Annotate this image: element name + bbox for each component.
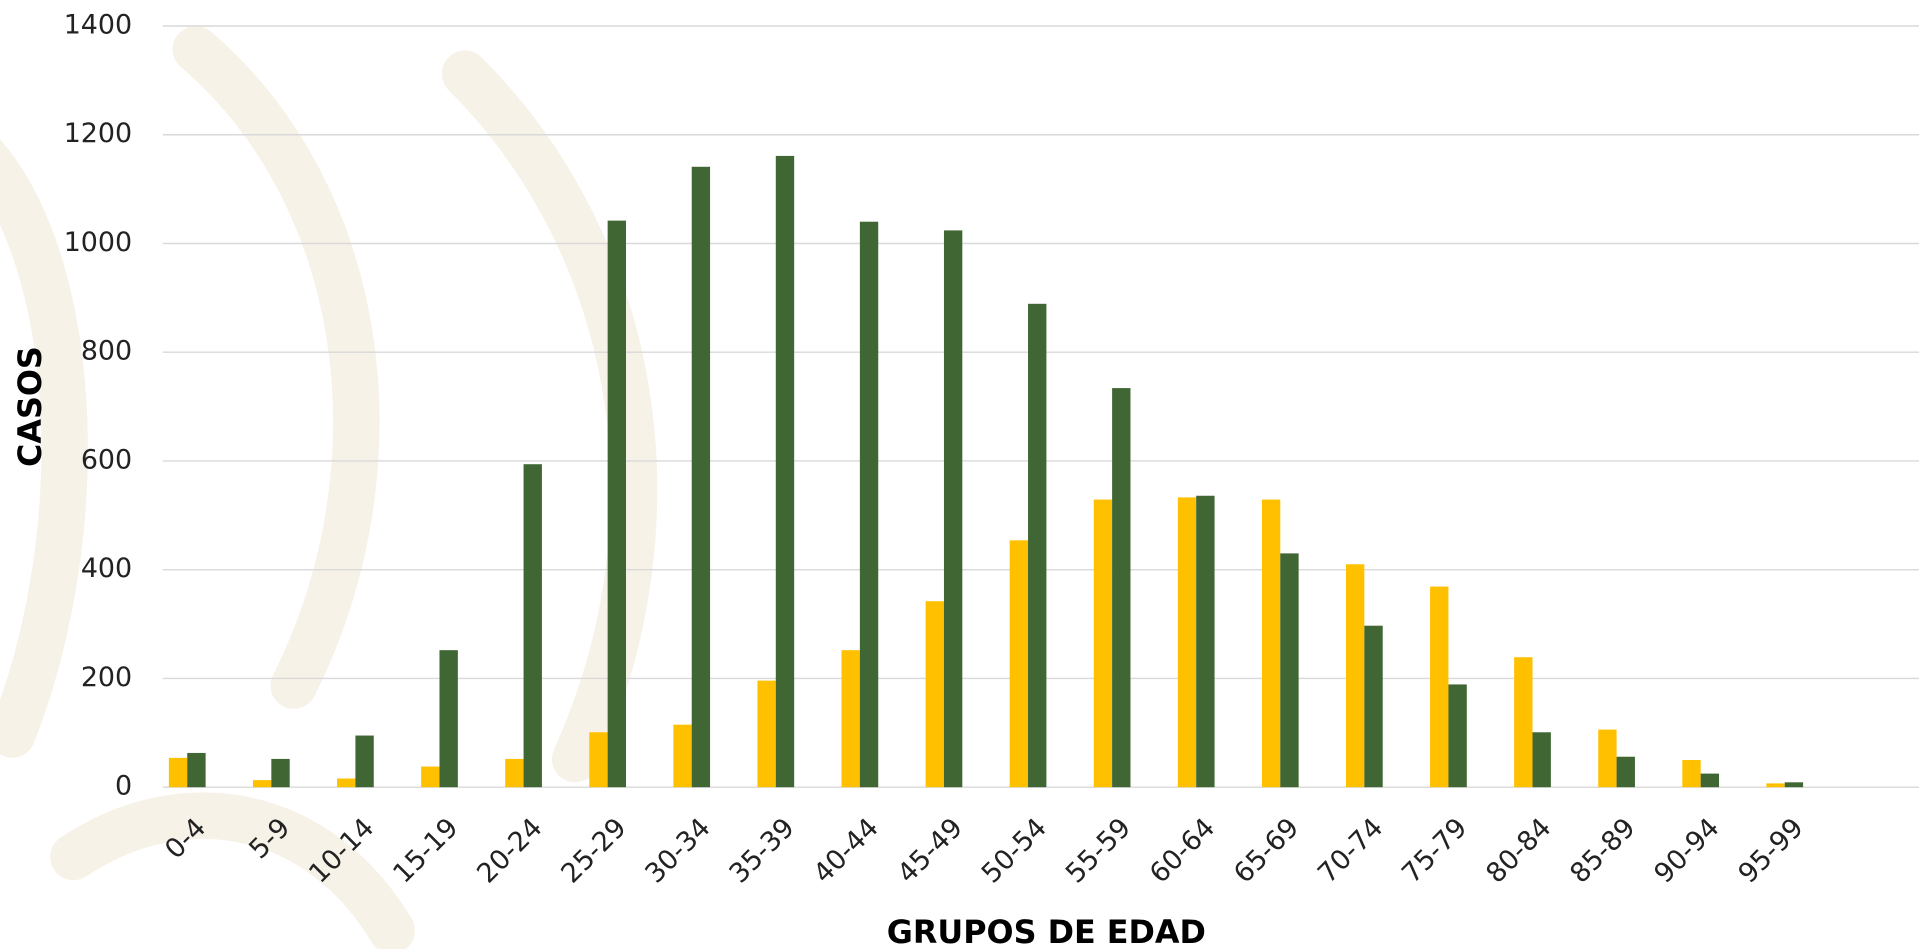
y-tick-label: 1400 bbox=[64, 9, 132, 40]
bar bbox=[1598, 729, 1617, 788]
bar bbox=[1700, 773, 1720, 788]
x-tick-label: 90-94 bbox=[1648, 812, 1725, 889]
x-tick-label: 80-84 bbox=[1480, 812, 1557, 889]
bar bbox=[1009, 540, 1029, 788]
bar bbox=[1616, 756, 1635, 788]
bar bbox=[1364, 625, 1383, 788]
y-axis-title: CASOS bbox=[11, 346, 49, 467]
bar bbox=[1196, 495, 1215, 788]
bar bbox=[252, 780, 272, 788]
y-tick-label: 200 bbox=[81, 662, 132, 693]
bar bbox=[1280, 553, 1299, 788]
bar bbox=[1177, 497, 1197, 788]
bar bbox=[1261, 499, 1281, 788]
bar bbox=[841, 650, 860, 788]
bar bbox=[757, 680, 776, 788]
bar bbox=[337, 778, 356, 788]
y-tick-label: 800 bbox=[81, 336, 132, 367]
x-tick-label: 85-89 bbox=[1564, 812, 1641, 889]
bar bbox=[1532, 732, 1551, 788]
y-tick-label: 0 bbox=[115, 771, 132, 802]
bar bbox=[1784, 782, 1804, 788]
bar bbox=[859, 221, 879, 788]
x-tick-label: 40-44 bbox=[808, 812, 885, 889]
bar bbox=[589, 732, 608, 788]
bar bbox=[673, 724, 692, 788]
x-tick-label: 30-34 bbox=[639, 812, 716, 889]
bar bbox=[439, 650, 458, 788]
bar bbox=[1514, 657, 1533, 788]
bar bbox=[355, 735, 374, 788]
x-tick-label: 25-29 bbox=[555, 812, 632, 889]
y-tick-label: 600 bbox=[81, 444, 132, 475]
x-tick-label: 35-39 bbox=[724, 812, 801, 889]
bar bbox=[421, 766, 440, 788]
y-tick-label: 1200 bbox=[64, 118, 132, 149]
x-tick-label: 55-59 bbox=[1060, 812, 1137, 889]
x-tick-label: 65-69 bbox=[1228, 812, 1305, 889]
bar bbox=[271, 758, 290, 788]
bar bbox=[1682, 760, 1701, 788]
x-tick-label: 20-24 bbox=[471, 812, 548, 889]
bar bbox=[1766, 783, 1785, 788]
bar bbox=[775, 155, 795, 788]
bar bbox=[168, 757, 188, 788]
bar bbox=[187, 752, 206, 788]
x-tick-label: 95-99 bbox=[1732, 812, 1809, 889]
bar bbox=[1345, 564, 1365, 788]
bar bbox=[925, 601, 944, 788]
bar bbox=[1028, 303, 1047, 788]
bar bbox=[691, 166, 711, 788]
bar bbox=[607, 220, 627, 788]
bar bbox=[943, 230, 963, 788]
x-tick-label: 75-79 bbox=[1396, 812, 1473, 889]
x-tick-label: 45-49 bbox=[892, 812, 969, 889]
x-tick-label: 70-74 bbox=[1312, 812, 1389, 889]
x-tick-label: 60-64 bbox=[1144, 812, 1221, 889]
bar bbox=[1093, 499, 1113, 788]
y-tick-label: 1000 bbox=[64, 227, 132, 258]
bar bbox=[1430, 586, 1449, 788]
bar bbox=[1112, 388, 1131, 788]
bar bbox=[1448, 684, 1467, 788]
x-tick-label: 15-19 bbox=[387, 812, 464, 889]
x-axis-title: GRUPOS DE EDAD bbox=[887, 913, 1206, 949]
bar bbox=[523, 464, 542, 788]
y-tick-label: 400 bbox=[81, 553, 132, 584]
x-tick-label: 50-54 bbox=[976, 812, 1053, 889]
bar bbox=[505, 758, 524, 788]
